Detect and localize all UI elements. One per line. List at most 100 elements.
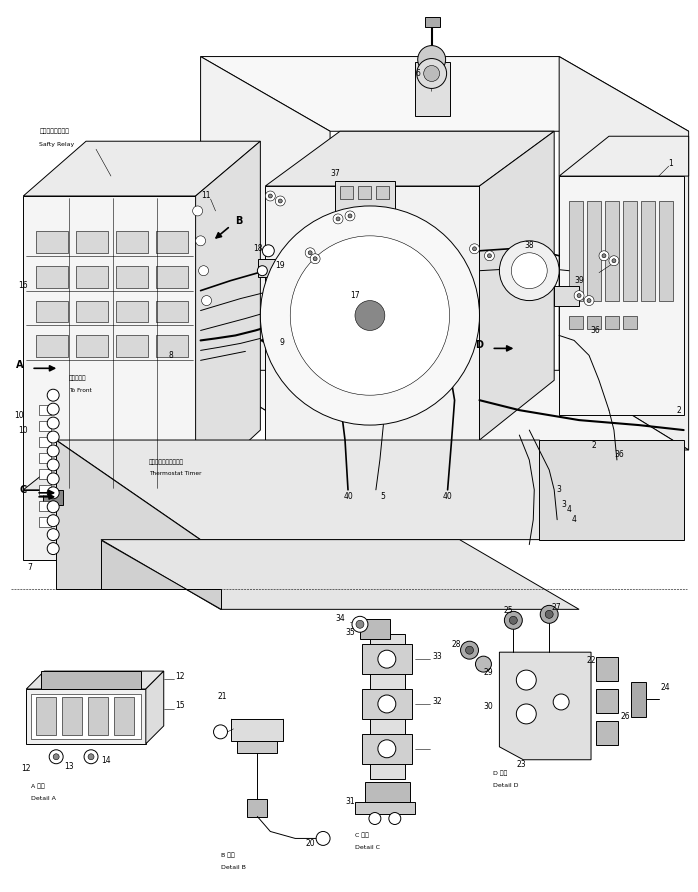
Text: 10: 10	[18, 425, 28, 434]
Circle shape	[587, 299, 591, 302]
Text: 32: 32	[433, 698, 443, 706]
Circle shape	[466, 646, 473, 654]
Polygon shape	[265, 131, 554, 186]
Bar	[310, 281, 326, 291]
Bar	[318, 309, 326, 317]
Polygon shape	[41, 671, 141, 689]
Circle shape	[193, 206, 202, 216]
Circle shape	[316, 831, 330, 846]
Text: 40: 40	[343, 492, 353, 501]
Circle shape	[484, 251, 494, 260]
Bar	[365, 781, 410, 802]
Text: 16: 16	[18, 281, 28, 290]
Polygon shape	[499, 652, 591, 760]
Bar	[410, 277, 426, 287]
Circle shape	[47, 459, 59, 471]
Circle shape	[333, 214, 343, 224]
Bar	[605, 201, 619, 301]
Text: 6: 6	[415, 69, 420, 78]
Bar	[43, 490, 63, 505]
Bar	[340, 186, 353, 199]
Polygon shape	[260, 333, 272, 349]
Bar	[587, 201, 601, 301]
Circle shape	[612, 259, 616, 263]
Polygon shape	[480, 131, 554, 440]
Circle shape	[540, 606, 558, 624]
Circle shape	[574, 291, 584, 301]
Circle shape	[47, 515, 59, 526]
Text: 18: 18	[253, 244, 263, 253]
Polygon shape	[200, 370, 689, 450]
Text: 40: 40	[443, 492, 452, 501]
Circle shape	[475, 657, 491, 672]
Circle shape	[258, 266, 267, 276]
Text: 33: 33	[433, 652, 443, 661]
Circle shape	[345, 211, 355, 221]
Bar	[362, 734, 412, 764]
Circle shape	[47, 542, 59, 555]
Circle shape	[545, 610, 554, 618]
Text: 31: 31	[345, 797, 355, 806]
Text: To Front: To Front	[69, 388, 92, 392]
Bar	[39, 516, 51, 526]
Text: 14: 14	[101, 756, 110, 765]
Text: 36: 36	[614, 450, 624, 459]
Circle shape	[577, 293, 581, 298]
Circle shape	[499, 241, 559, 301]
Text: 20: 20	[305, 838, 315, 848]
Bar	[39, 485, 51, 495]
Text: Detail B: Detail B	[221, 865, 246, 870]
Text: 28: 28	[452, 640, 461, 648]
Circle shape	[310, 253, 320, 264]
Bar	[360, 619, 390, 640]
Circle shape	[417, 59, 447, 88]
Circle shape	[202, 295, 211, 306]
Text: サーモスタットタイマ: サーモスタットタイマ	[149, 459, 184, 465]
Bar	[376, 186, 389, 199]
Text: 15: 15	[176, 701, 185, 710]
Polygon shape	[23, 141, 260, 196]
Bar	[338, 309, 346, 317]
Circle shape	[517, 670, 536, 690]
Text: 22: 22	[586, 656, 595, 665]
Text: Safty Relay: Safty Relay	[39, 142, 75, 146]
Text: C 詳細: C 詳細	[355, 832, 369, 838]
Bar	[116, 266, 148, 287]
Text: 29: 29	[484, 667, 493, 677]
Bar	[76, 231, 108, 252]
Bar	[62, 697, 82, 735]
Polygon shape	[101, 540, 221, 609]
Text: フロントへ: フロントへ	[69, 376, 87, 381]
Circle shape	[378, 739, 396, 758]
Polygon shape	[23, 196, 195, 490]
Circle shape	[84, 750, 98, 764]
Circle shape	[602, 253, 606, 258]
Bar	[76, 301, 108, 323]
Bar	[623, 316, 637, 329]
Circle shape	[195, 235, 206, 246]
Circle shape	[47, 445, 59, 457]
Bar	[315, 306, 350, 335]
Bar	[631, 682, 646, 717]
Text: 37: 37	[330, 169, 340, 178]
Text: 26: 26	[621, 713, 630, 722]
Circle shape	[417, 45, 445, 73]
Bar	[569, 201, 583, 301]
Text: C: C	[20, 485, 27, 495]
Polygon shape	[31, 694, 141, 739]
Text: Thermostat Timer: Thermostat Timer	[149, 471, 201, 476]
Bar	[328, 309, 336, 317]
Bar	[295, 274, 311, 284]
Bar	[36, 266, 68, 287]
Circle shape	[355, 301, 385, 330]
Circle shape	[510, 616, 517, 624]
Polygon shape	[23, 460, 131, 490]
Circle shape	[47, 473, 59, 485]
Text: 25: 25	[503, 606, 513, 615]
Bar	[39, 437, 51, 447]
Bar	[39, 500, 51, 511]
Text: セーフティリレー: セーフティリレー	[39, 128, 69, 134]
Bar	[36, 301, 68, 323]
Circle shape	[505, 611, 522, 629]
Bar	[76, 266, 108, 287]
